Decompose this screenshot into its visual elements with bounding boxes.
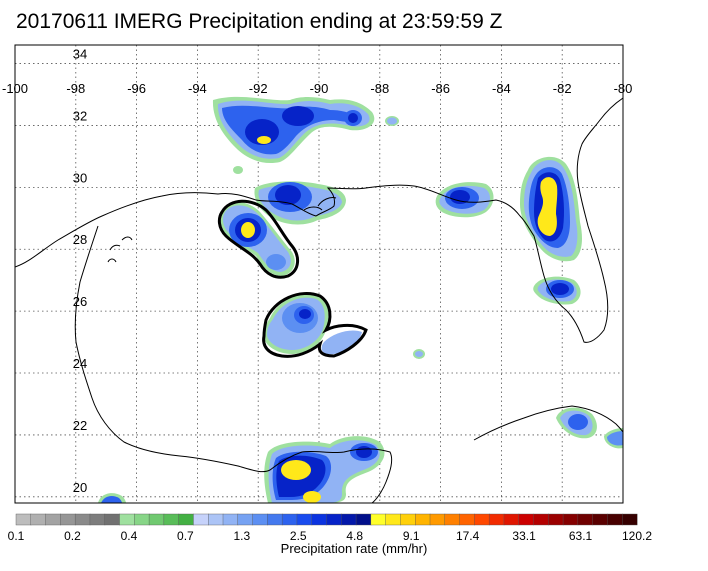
colorbar-swatch — [385, 513, 401, 526]
colorbar-swatch — [459, 513, 475, 526]
colorbar-swatch — [60, 513, 76, 526]
latitude-tick-label: 30 — [73, 170, 87, 185]
longitude-tick-label: -94 — [188, 81, 207, 96]
coastline-lake — [303, 206, 323, 211]
colorbar-swatch — [208, 513, 224, 526]
colorbar-tick-label: 2.5 — [290, 529, 307, 543]
colorbar-swatch — [503, 513, 520, 526]
colorbar-swatch — [429, 513, 446, 526]
latitude-tick-label: 20 — [73, 480, 87, 495]
colorbar-swatch — [488, 513, 505, 526]
longitude-tick-label: -84 — [492, 81, 511, 96]
colorbar-swatch — [296, 513, 313, 526]
colorbar-tick-label: 63.1 — [569, 529, 593, 543]
colorbar-swatch — [607, 513, 623, 526]
colorbar-tick-label: 120.2 — [622, 529, 652, 543]
colorbar-swatch — [267, 513, 283, 526]
colorbar-swatch — [237, 513, 254, 526]
colorbar-tick-label: 0.7 — [177, 529, 194, 543]
precip-cell-north-louisiana — [212, 96, 399, 174]
colorbar-tick-label: 4.8 — [346, 529, 363, 543]
longitude-tick-label: -80 — [614, 81, 633, 96]
colorbar-swatch — [15, 513, 32, 526]
precip-cell-florida — [520, 156, 582, 305]
coastline-us-gulf — [15, 97, 623, 343]
colorbar-swatch — [355, 513, 372, 526]
colorbar-swatch — [178, 513, 194, 526]
map-frame — [14, 44, 624, 504]
longitude-labels: -100 -98 -96 -94 -92 -90 -88 -86 -84 -82 -80 — [2, 81, 632, 96]
coastlines — [15, 97, 623, 503]
precip-cell-yucatan — [98, 436, 385, 503]
colorbar-labels: 0.1 0.2 0.4 0.7 1.3 2.5 4.8 9.1 17.4 33.1 63.1 120.… — [8, 529, 653, 543]
colorbar-tick-label: 33.1 — [512, 529, 536, 543]
contour-offshore-1 — [217, 199, 299, 279]
precipitation-field — [98, 96, 623, 503]
colorbar-swatch — [193, 513, 209, 526]
colorbar-swatch — [518, 513, 535, 526]
colorbar-swatch — [30, 513, 47, 526]
precip-cell-louisiana-coast — [254, 181, 346, 225]
longitude-tick-label: -88 — [370, 81, 389, 96]
precip-cell-offshore-2 — [264, 294, 425, 359]
map-title: 20170611 IMERG Precipitation ending at 2… — [16, 10, 503, 33]
precip-cell-offshore-1 — [219, 201, 295, 276]
contour-offshore-2 — [262, 292, 368, 358]
precip-cell-cuba — [556, 407, 623, 449]
colorbar-swatch — [415, 513, 431, 526]
colorbar-swatch — [444, 513, 461, 526]
colorbar-swatch — [119, 513, 135, 526]
colorbar-swatch — [622, 513, 638, 526]
latitude-tick-label: 28 — [73, 232, 87, 247]
colorbar-swatch — [281, 513, 298, 526]
precip-cell-panhandle — [435, 182, 494, 218]
longitude-tick-label: -100 — [2, 81, 28, 96]
colorbar-swatch — [341, 513, 357, 526]
latitude-tick-label: 24 — [73, 356, 87, 371]
colorbar-swatch — [311, 513, 328, 526]
colorbar-tick-label: 17.4 — [456, 529, 480, 543]
colorbar-tick-label: 0.2 — [64, 529, 81, 543]
longitude-tick-label: -86 — [431, 81, 450, 96]
longitude-tick-label: -90 — [310, 81, 329, 96]
colorbar-swatch — [89, 513, 106, 526]
colorbar-swatch — [163, 513, 180, 526]
colorbar-title: Precipitation rate (mm/hr) — [280, 541, 428, 556]
colorbar-swatch — [134, 513, 150, 526]
coastline-cuba — [473, 405, 623, 441]
colorbar-swatch — [548, 513, 564, 526]
latitude-tick-label: 34 — [73, 47, 87, 62]
longitude-tick-label: -82 — [553, 81, 572, 96]
colorbar-swatch — [370, 513, 387, 526]
colorbar-swatch — [74, 513, 91, 526]
colorbar-swatch — [562, 513, 579, 526]
colorbar-tick-label: 0.4 — [121, 529, 138, 543]
colorbar-swatch — [252, 513, 268, 526]
longitude-tick-label: -92 — [249, 81, 268, 96]
latitude-tick-label: 26 — [73, 294, 87, 309]
colorbar-swatch — [104, 513, 121, 526]
highlight-contours — [217, 199, 368, 358]
latitude-tick-label: 32 — [73, 108, 87, 123]
colorbar-tick-label: 0.1 — [8, 529, 25, 543]
latitude-labels: 34 32 30 28 26 24 22 20 — [73, 47, 87, 495]
colorbar-swatch — [222, 513, 239, 526]
colorbar-tick-label: 1.3 — [233, 529, 250, 543]
coastline-mexico — [74, 225, 393, 503]
colorbar-swatch — [400, 513, 416, 526]
colorbar-swatch — [577, 513, 594, 526]
colorbar-swatch — [474, 513, 490, 526]
longitude-tick-label: -96 — [127, 81, 146, 96]
colorbar-swatch — [148, 513, 165, 526]
colorbar-swatch — [592, 513, 608, 526]
longitude-tick-label: -98 — [66, 81, 85, 96]
colorbar-swatch — [326, 513, 342, 526]
latitude-tick-label: 22 — [73, 418, 87, 433]
colorbar-tick-label: 9.1 — [403, 529, 420, 543]
coastline-islands — [107, 197, 337, 263]
colorbar-swatch — [45, 513, 61, 526]
colorbar-swatch — [533, 513, 549, 526]
colorbar — [15, 513, 638, 526]
